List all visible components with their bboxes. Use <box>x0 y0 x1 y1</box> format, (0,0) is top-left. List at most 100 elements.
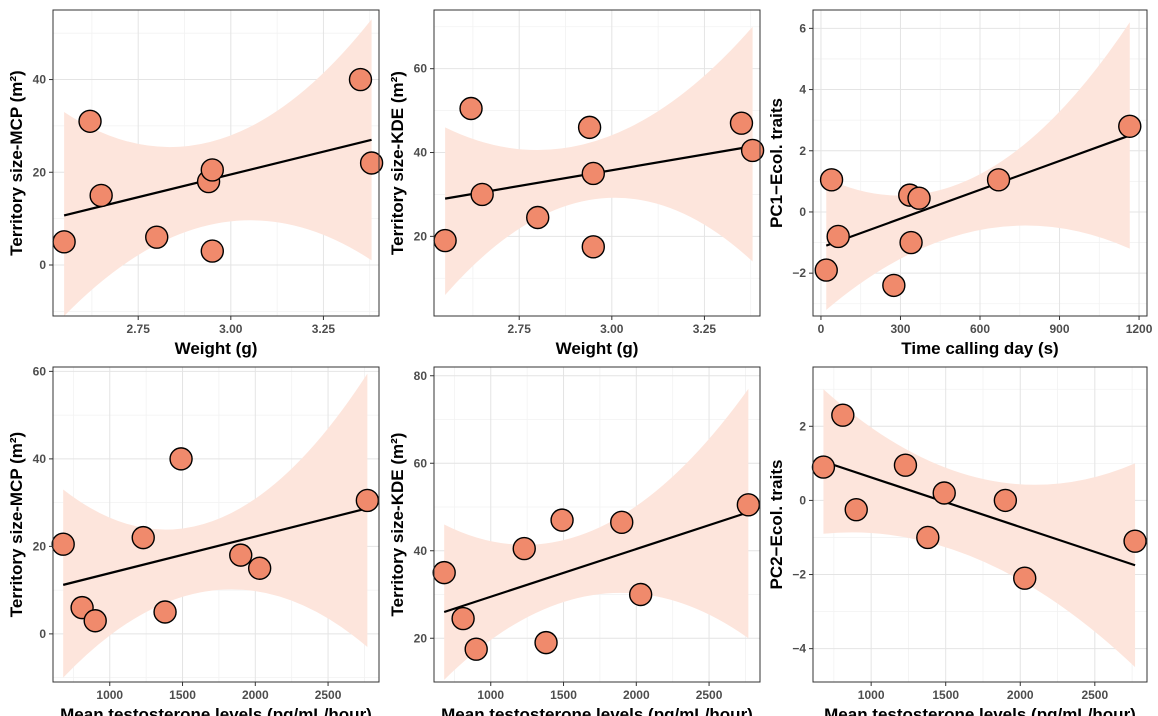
x-axis-title: Time calling day (s) <box>901 339 1058 358</box>
x-tick-label: 2000 <box>1007 688 1034 702</box>
data-point <box>844 497 868 522</box>
data-point <box>51 532 75 556</box>
y-tick-label: −2 <box>792 568 806 582</box>
confidence-band <box>445 26 753 296</box>
y-tick-label: 40 <box>33 452 47 466</box>
x-tick-label: 1000 <box>477 688 504 702</box>
y-tick-label: 60 <box>414 456 428 470</box>
x-tick-label: 2.75 <box>127 322 151 336</box>
x-tick-label: 3.00 <box>600 322 624 336</box>
confidence-band <box>63 373 368 678</box>
y-tick-label: 0 <box>39 258 46 272</box>
panel-border <box>52 9 380 317</box>
panel-border <box>433 9 761 317</box>
x-tick-label: 2500 <box>315 688 342 702</box>
data-point <box>464 637 488 661</box>
data-point <box>200 239 224 263</box>
data-point <box>907 186 931 210</box>
data-point <box>451 606 475 631</box>
data-point <box>1118 114 1142 138</box>
y-tick-label: 6 <box>799 21 806 35</box>
panel-6: 1000 1500 2000 2500 −4 −2 0 2 Mean testosterone … <box>767 366 1148 716</box>
x-tick-label: 1500 <box>550 688 577 702</box>
data-point <box>729 111 754 135</box>
x-tick-label: 300 <box>890 322 910 336</box>
x-tick-label: 2000 <box>623 688 650 702</box>
data-point <box>229 543 253 567</box>
data-point <box>459 96 483 121</box>
data-point <box>200 158 224 182</box>
y-axis-title: Territory size-MCP (m²) <box>7 70 26 255</box>
y-axis-title: Territory size-KDE (m²) <box>388 71 407 255</box>
data-point <box>932 481 956 505</box>
y-tick-label: 80 <box>414 369 428 383</box>
panel-1: 2.75 3.00 3.25 0 20 40 Weight (g) Territory siz… <box>7 9 384 358</box>
data-point <box>512 536 536 561</box>
data-point <box>89 183 113 208</box>
data-point <box>628 582 653 607</box>
data-point <box>470 182 494 207</box>
data-point <box>610 510 634 535</box>
y-tick-label: 2 <box>799 419 806 433</box>
x-tick-label: 1000 <box>858 688 885 702</box>
data-point <box>826 224 850 249</box>
data-point <box>814 258 838 282</box>
x-axis-title: Weight (g) <box>556 339 639 358</box>
data-point <box>819 168 844 192</box>
data-point <box>740 138 765 163</box>
data-point <box>359 151 384 175</box>
y-tick-label: 20 <box>414 229 428 243</box>
data-point <box>534 630 558 655</box>
data-point <box>169 447 193 471</box>
x-tick-label: 2500 <box>1081 688 1108 702</box>
y-tick-label: 60 <box>33 364 47 378</box>
confidence-band <box>444 388 749 680</box>
data-point <box>153 600 177 624</box>
y-tick-label: 4 <box>799 83 806 97</box>
panel-2: 2.75 3.00 3.25 20 40 60 Weight (g) Territory si… <box>388 9 765 358</box>
confidence-band <box>826 22 1130 310</box>
y-tick-label: 40 <box>414 146 428 160</box>
y-axis-title: PC1−Ecol. traits <box>767 98 786 228</box>
data-point <box>581 161 605 186</box>
panel-5: 1000 1500 2000 2500 20 40 60 80 Mean testosteron… <box>388 366 761 716</box>
panel-4: 1000 1500 2000 2500 0 20 40 60 Mean testosterone… <box>7 364 380 716</box>
data-point <box>52 230 76 254</box>
data-point <box>581 235 605 259</box>
confidence-band <box>823 389 1136 668</box>
x-tick-label: 1000 <box>96 688 123 702</box>
x-axis-title: Mean testosterone levels (pg/mL/hour) <box>441 705 753 716</box>
y-tick-label: 0 <box>799 205 806 219</box>
x-tick-label: 3.00 <box>219 322 243 336</box>
regression-line <box>825 134 1131 247</box>
regression-line <box>62 507 368 586</box>
x-tick-label: 1500 <box>932 688 959 702</box>
panel-border <box>52 366 380 683</box>
y-tick-label: 0 <box>799 493 806 507</box>
x-axis-title: Weight (g) <box>175 339 258 358</box>
regression-line <box>823 460 1136 567</box>
data-point <box>131 525 155 550</box>
data-point <box>993 488 1018 513</box>
data-point <box>78 109 102 133</box>
data-point <box>432 560 456 585</box>
data-point <box>831 403 855 427</box>
data-point <box>83 609 107 633</box>
y-tick-label: 20 <box>414 631 428 645</box>
x-tick-label: 2500 <box>696 688 723 702</box>
y-tick-label: 20 <box>33 165 47 179</box>
x-tick-label: 1500 <box>169 688 196 702</box>
data-point <box>916 525 940 550</box>
data-point <box>986 168 1011 192</box>
y-axis-title: Territory size-KDE (m²) <box>388 433 407 617</box>
x-tick-label: 2.75 <box>508 322 532 336</box>
x-tick-label: 2000 <box>242 688 269 702</box>
data-point <box>811 455 836 479</box>
x-tick-label: 0 <box>818 322 825 336</box>
data-point <box>145 225 169 249</box>
data-point <box>526 205 550 230</box>
x-tick-label: 1200 <box>1126 322 1153 336</box>
y-tick-label: 40 <box>33 73 47 87</box>
data-point <box>893 453 918 477</box>
y-tick-label: 2 <box>799 144 806 158</box>
